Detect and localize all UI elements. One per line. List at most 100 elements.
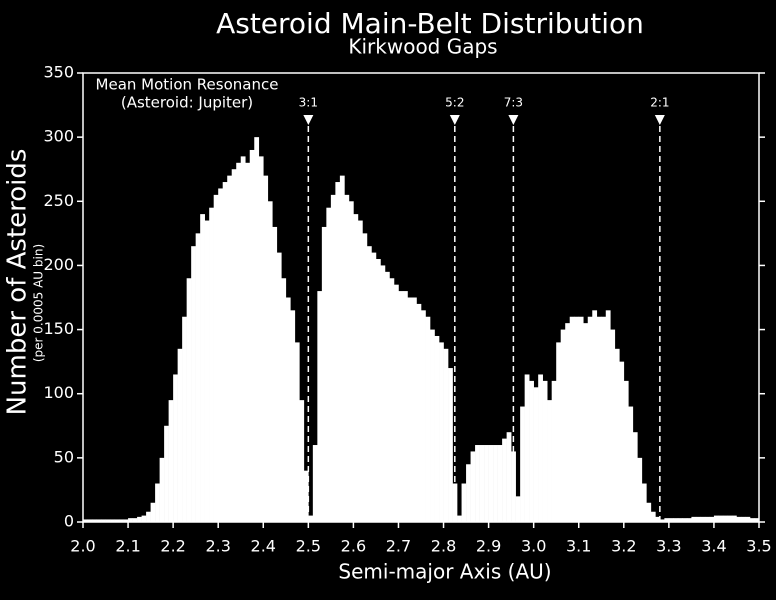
bar bbox=[168, 400, 174, 522]
bar bbox=[263, 175, 269, 522]
bar bbox=[353, 214, 359, 522]
bar bbox=[745, 516, 751, 522]
bar bbox=[601, 316, 607, 522]
bar bbox=[231, 169, 237, 522]
bar bbox=[195, 233, 201, 522]
bar bbox=[398, 291, 404, 522]
x-tick-label: 2.7 bbox=[386, 537, 411, 556]
bar bbox=[704, 516, 710, 522]
bar bbox=[574, 316, 580, 522]
bar bbox=[290, 310, 296, 522]
y-tick-label: 250 bbox=[43, 191, 74, 210]
bar bbox=[493, 445, 498, 522]
bar bbox=[380, 265, 386, 522]
bar bbox=[132, 518, 138, 522]
bar bbox=[321, 226, 327, 522]
bar bbox=[344, 194, 350, 522]
x-tick-label: 2.8 bbox=[431, 537, 456, 556]
bar bbox=[159, 457, 165, 522]
legend-title: Mean Motion Resonance bbox=[96, 76, 279, 94]
x-tick-label: 3.2 bbox=[611, 537, 636, 556]
bar bbox=[339, 175, 345, 522]
bar bbox=[240, 156, 246, 522]
bar bbox=[218, 188, 224, 522]
bar bbox=[245, 162, 251, 523]
bar bbox=[731, 515, 737, 522]
bar bbox=[128, 518, 133, 522]
bar bbox=[362, 233, 368, 522]
y-tick-label: 50 bbox=[54, 447, 74, 466]
bar bbox=[533, 387, 539, 522]
bar bbox=[727, 515, 733, 522]
bar bbox=[461, 483, 467, 522]
bar bbox=[110, 519, 115, 522]
bar bbox=[393, 284, 399, 522]
resonance-label: 5:2 bbox=[445, 96, 464, 110]
bar bbox=[330, 194, 336, 522]
bar bbox=[470, 451, 476, 522]
bar bbox=[407, 297, 413, 522]
bar bbox=[434, 335, 440, 522]
bar bbox=[123, 519, 129, 522]
x-tick-label: 2.4 bbox=[251, 537, 276, 556]
x-tick-label: 3.1 bbox=[566, 537, 591, 556]
bar bbox=[673, 518, 679, 522]
bar bbox=[357, 220, 363, 522]
bar bbox=[375, 259, 381, 522]
x-tick-label: 2.0 bbox=[70, 537, 95, 556]
bar bbox=[443, 348, 449, 522]
bar bbox=[267, 201, 273, 523]
x-tick-label: 2.2 bbox=[160, 537, 185, 556]
bar bbox=[249, 149, 255, 522]
bar bbox=[182, 316, 187, 522]
bar bbox=[308, 515, 314, 522]
bar bbox=[411, 297, 417, 522]
plot-frame bbox=[82, 72, 760, 523]
x-tick-label: 3.3 bbox=[656, 537, 681, 556]
chart-title: Asteroid Main-Belt Distribution bbox=[216, 7, 644, 40]
bar bbox=[578, 316, 584, 522]
y-tick-label: 300 bbox=[43, 127, 74, 146]
bar bbox=[605, 310, 611, 522]
bar bbox=[92, 519, 97, 522]
bar bbox=[457, 515, 462, 522]
bar bbox=[529, 380, 534, 522]
bar bbox=[547, 400, 552, 522]
bar bbox=[506, 432, 512, 522]
bar bbox=[614, 348, 620, 522]
bar bbox=[664, 518, 670, 522]
bar bbox=[430, 329, 435, 522]
bar bbox=[439, 342, 444, 522]
bar bbox=[371, 252, 377, 522]
y-axis-sublabel: (per 0.0005 AU bin) bbox=[32, 244, 46, 362]
bar bbox=[677, 518, 683, 522]
bar bbox=[348, 201, 354, 523]
bar bbox=[83, 519, 88, 522]
bar bbox=[646, 502, 652, 522]
bar bbox=[402, 291, 408, 522]
bar bbox=[254, 137, 260, 522]
bar bbox=[659, 519, 665, 522]
bar bbox=[596, 316, 602, 522]
bar bbox=[515, 496, 521, 522]
x-axis-label: Semi-major Axis (AU) bbox=[338, 560, 551, 584]
bar bbox=[448, 368, 453, 522]
bar bbox=[754, 518, 760, 522]
y-tick-label: 0 bbox=[64, 512, 74, 531]
bar bbox=[632, 432, 638, 522]
bar bbox=[641, 483, 647, 522]
resonance-marker bbox=[654, 115, 665, 125]
y-tick-label: 100 bbox=[43, 383, 74, 402]
bar bbox=[740, 516, 746, 522]
bar bbox=[236, 162, 242, 523]
bar bbox=[695, 516, 701, 522]
bar bbox=[150, 502, 156, 522]
bar bbox=[691, 516, 697, 522]
y-tick-label: 150 bbox=[43, 319, 74, 338]
bar bbox=[497, 445, 503, 522]
bar bbox=[623, 380, 629, 522]
bar bbox=[416, 303, 422, 522]
bar bbox=[421, 310, 426, 522]
x-tick-label: 2.5 bbox=[296, 537, 321, 556]
